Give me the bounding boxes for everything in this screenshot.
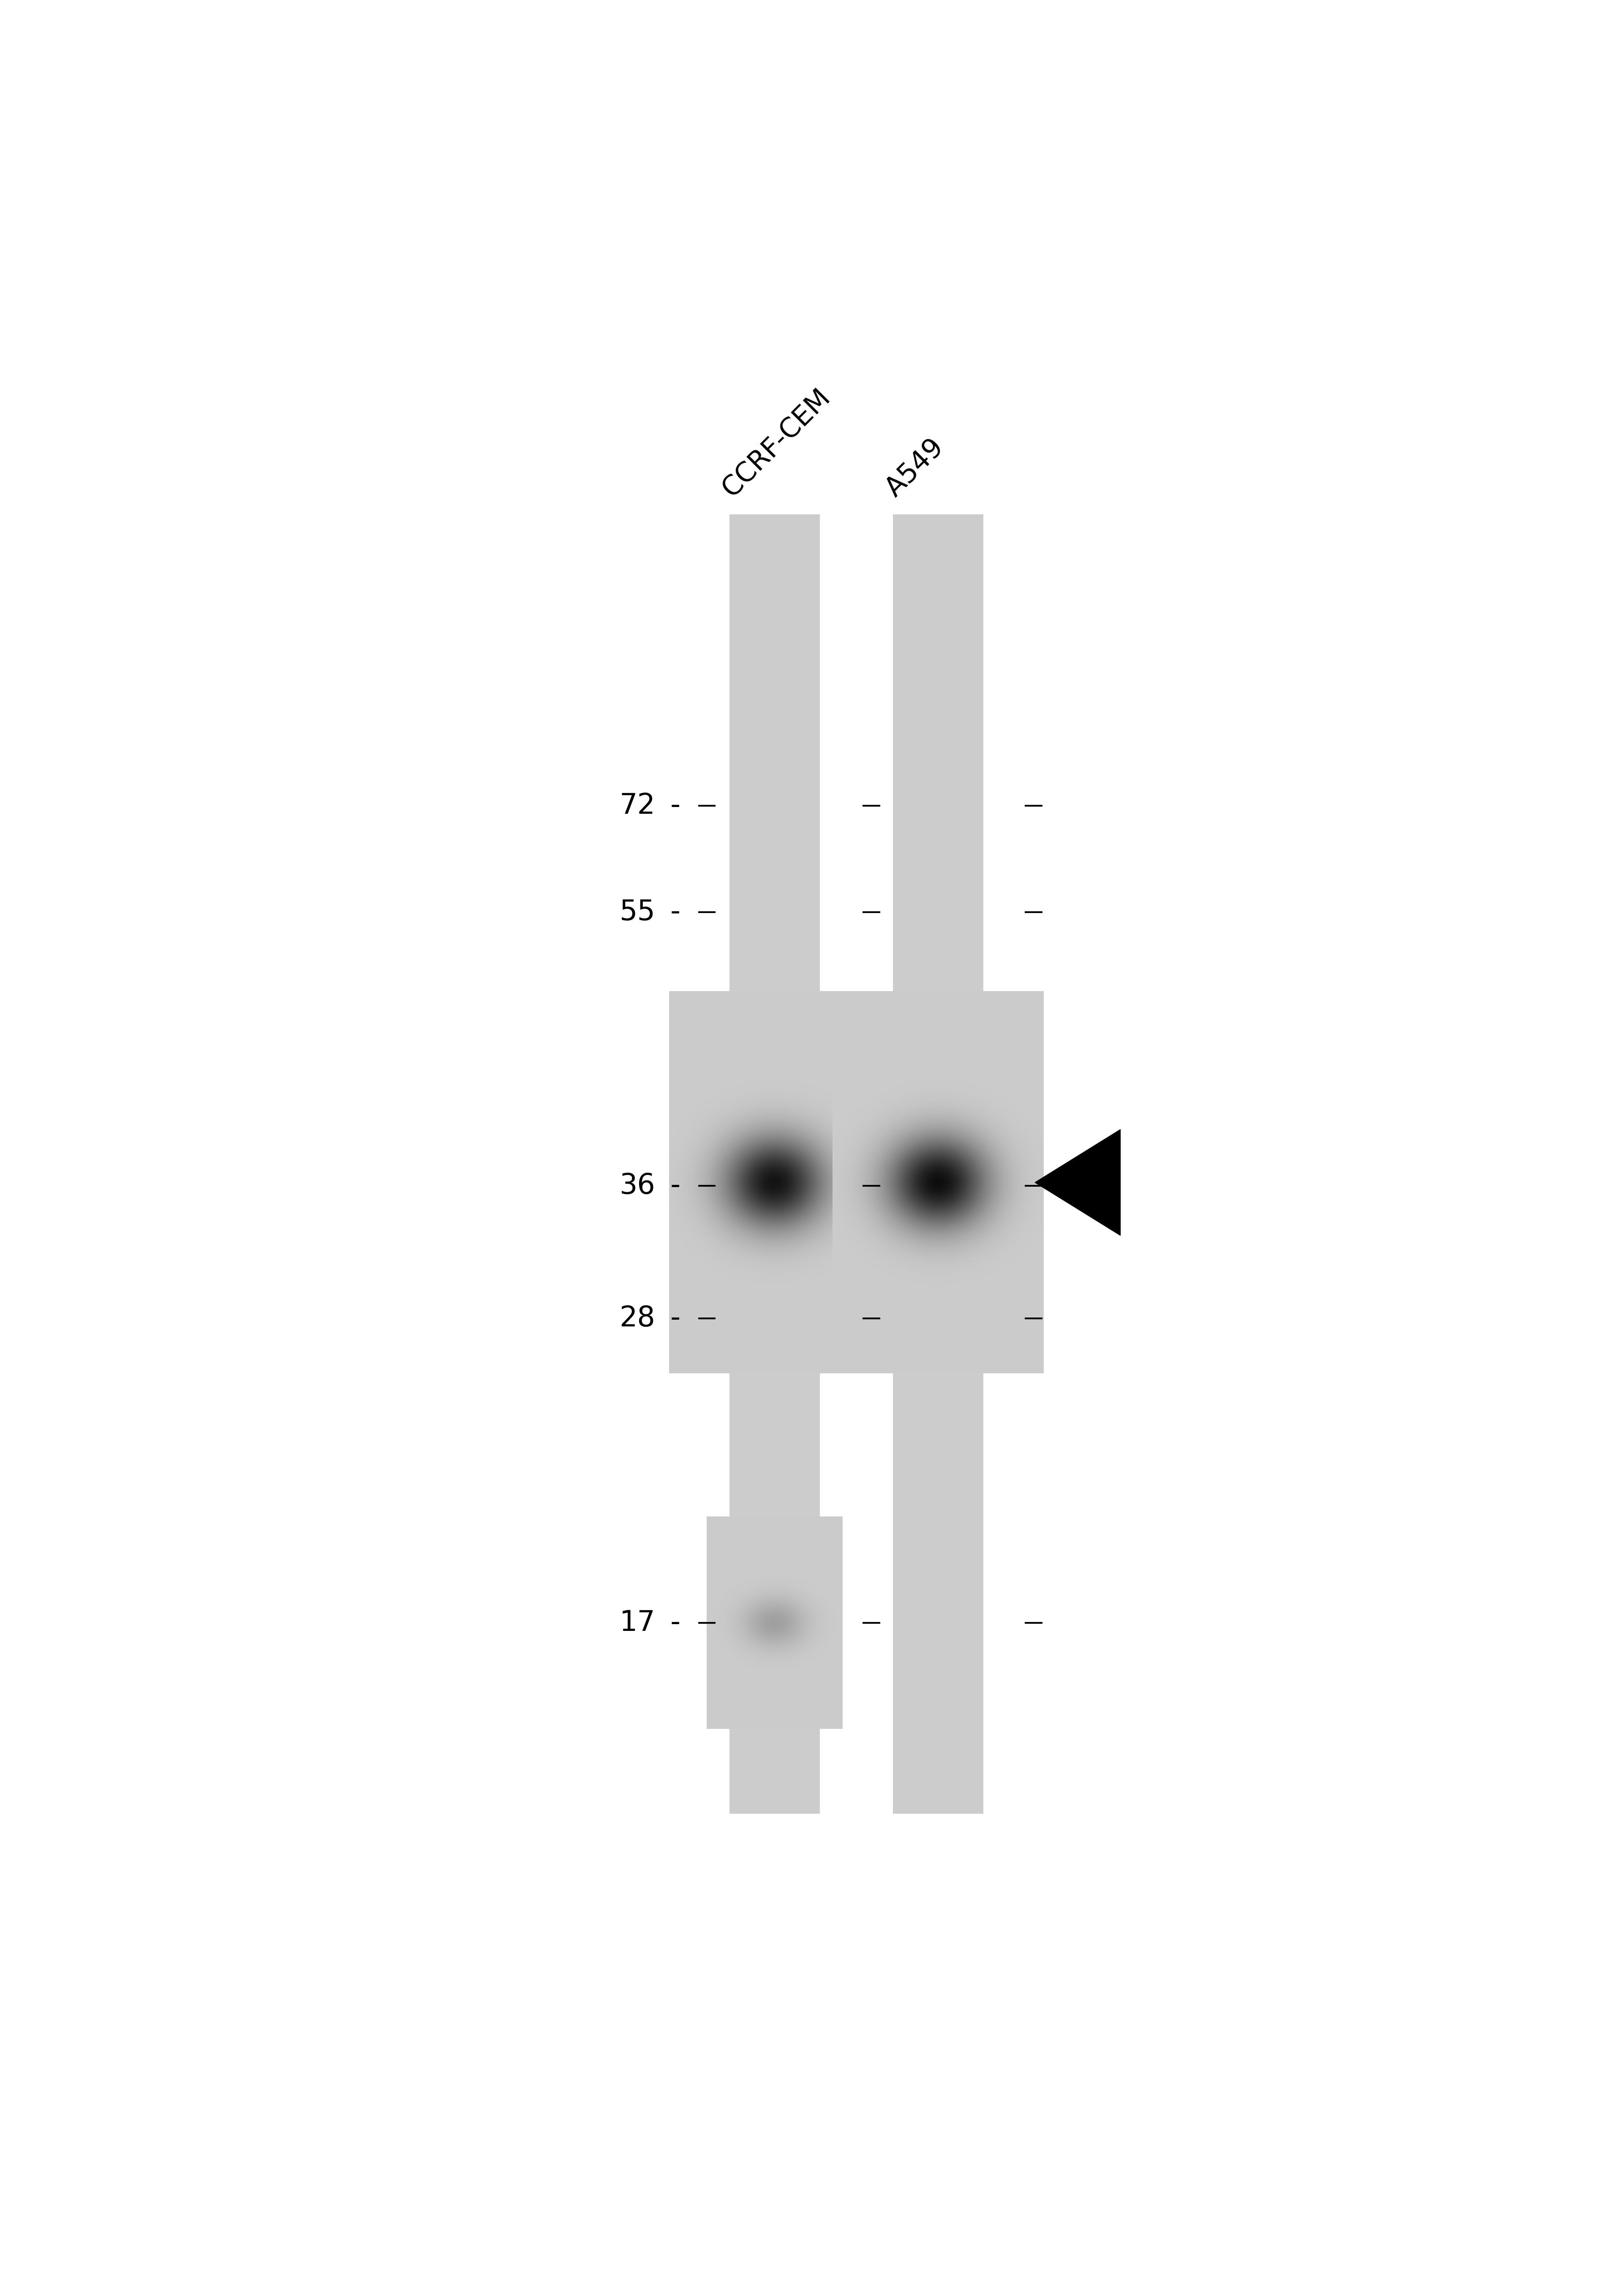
Text: 36: 36 — [620, 1171, 655, 1201]
Bar — [892, 514, 983, 1814]
Bar — [730, 514, 821, 1814]
Text: -: - — [662, 1304, 681, 1332]
Text: A549: A549 — [881, 434, 949, 503]
Text: 72: 72 — [620, 792, 655, 820]
Text: 55: 55 — [620, 898, 655, 925]
Text: CCRF-CEM: CCRF-CEM — [717, 383, 835, 503]
Text: -: - — [662, 898, 681, 925]
Text: -: - — [662, 1609, 681, 1637]
Text: -: - — [662, 1171, 681, 1201]
Text: -: - — [662, 792, 681, 820]
Text: 17: 17 — [620, 1609, 655, 1637]
Text: 28: 28 — [620, 1304, 655, 1332]
Polygon shape — [1035, 1130, 1121, 1235]
